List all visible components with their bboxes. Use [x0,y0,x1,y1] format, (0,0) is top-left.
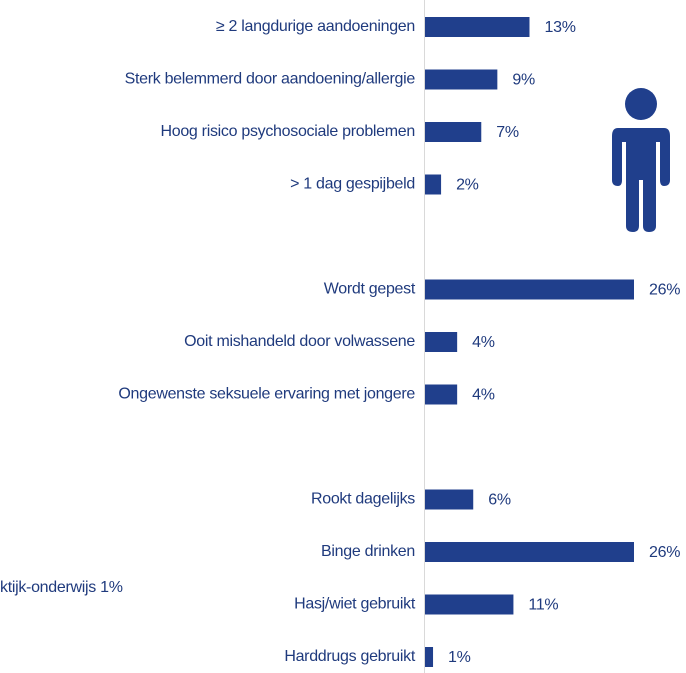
category-label: Sterk belemmerd door aandoening/allergie [125,71,416,88]
value-label: 6% [488,492,511,509]
value-label: 13% [545,19,576,36]
value-label: 11% [528,597,558,614]
bar [425,122,482,142]
category-label: Ongewenste seksuele ervaring met jongere [118,386,415,403]
bar [425,489,474,510]
value-label: 9% [512,72,535,89]
bar [425,17,530,37]
value-label: 2% [456,177,479,194]
category-label: > 1 dag gespijbeld [290,176,415,193]
bar [425,279,634,300]
category-label: Hoog risico psychosociale problemen [160,123,415,140]
category-label: Harddrugs gebruikt [284,648,416,665]
bar [425,594,514,615]
category-label: Ooit mishandeld door volwassene [184,333,415,350]
category-label: Rookt dagelijks [311,491,415,508]
person-icon [612,88,670,232]
bar [425,174,442,195]
value-label: 26% [649,282,680,299]
bar [425,384,458,405]
value-label: 7% [496,124,519,141]
value-label: 1% [448,649,471,666]
value-label: 4% [472,387,495,404]
category-label: Wordt gepest [324,281,416,298]
category-label: ≥ 2 langdurige aandoeningen [216,18,415,35]
value-label: 26% [649,544,680,561]
bar [425,69,498,90]
bar [425,332,458,352]
value-label: 4% [472,334,495,351]
category-label: Hasj/wiet gebruikt [294,596,416,613]
bar [425,542,634,562]
category-label: Binge drinken [321,543,415,560]
bar [425,647,434,667]
annotation: ktijk-onderwijs 1% [0,579,123,596]
